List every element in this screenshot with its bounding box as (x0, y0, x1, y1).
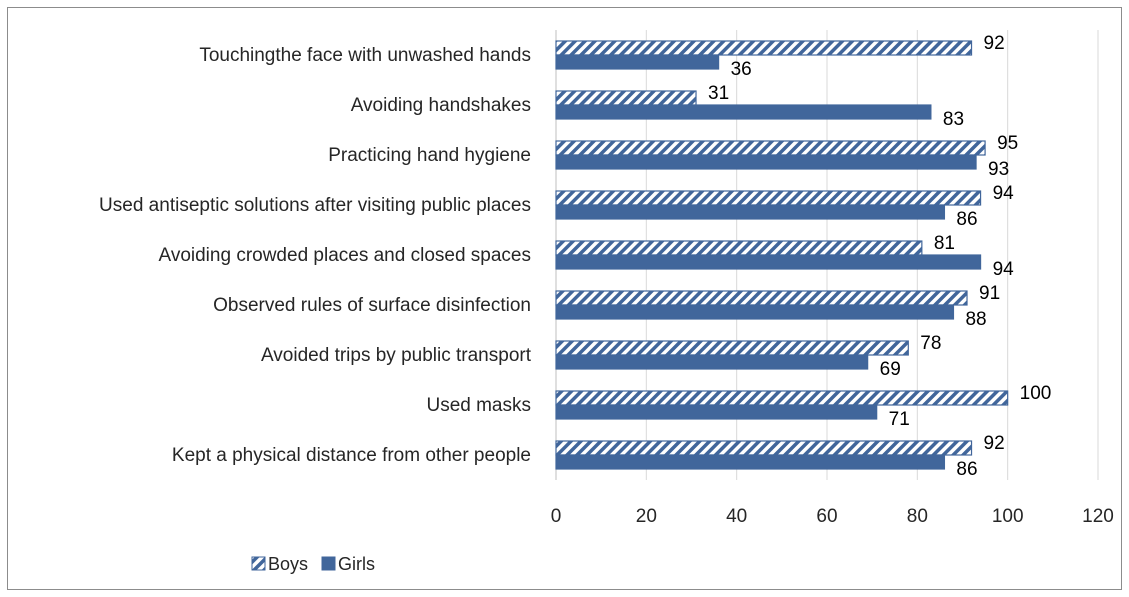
data-label: 83 (943, 109, 964, 130)
bar-boys (555, 390, 1009, 406)
category-label: Avoided trips by public transport (261, 345, 532, 366)
data-label: 91 (979, 283, 1000, 304)
bar-girls (555, 204, 946, 220)
category-label: Avoiding crowded places and closed space… (159, 245, 532, 266)
x-tick-label: 0 (551, 506, 562, 527)
bar-boys (555, 190, 982, 206)
bar-girls (555, 304, 955, 320)
x-tick-label: 20 (636, 506, 657, 527)
category-label: Kept a physical distance from other peop… (172, 445, 531, 466)
bar-boys (555, 40, 973, 56)
x-tick-label: 120 (1082, 506, 1114, 527)
data-label: 71 (889, 409, 910, 430)
legend-label: Boys (268, 554, 308, 574)
category-label: Observed rules of surface disinfection (213, 295, 531, 316)
bar-girls (555, 54, 720, 70)
x-tick-label: 80 (907, 506, 928, 527)
x-tick-label: 40 (726, 506, 747, 527)
bar-girls (555, 104, 932, 120)
data-label: 86 (956, 459, 977, 480)
bar-girls (555, 354, 869, 370)
legend-label: Girls (338, 554, 375, 574)
data-label: 69 (880, 359, 901, 380)
bar-boys (555, 440, 973, 456)
bar-girls (555, 454, 946, 470)
data-label: 93 (988, 159, 1009, 180)
bar-girls (555, 404, 878, 420)
legend: Boys Girls (251, 554, 375, 574)
data-label: 94 (993, 183, 1015, 204)
bar-boys (555, 340, 909, 356)
data-label: 92 (984, 433, 1005, 454)
data-label: 81 (934, 233, 955, 254)
category-label: Avoiding handshakes (351, 95, 531, 116)
category-label: Touchingthe face with unwashed hands (199, 45, 531, 66)
bar-girls (555, 254, 982, 270)
bar-boys (555, 290, 968, 306)
category-label: Used antiseptic solutions after visiting… (99, 195, 531, 216)
data-label: 92 (984, 33, 1005, 54)
labels: Touchingthe face with unwashed hands 92 36… (99, 33, 1051, 480)
data-label: 95 (997, 133, 1018, 154)
legend-swatch (321, 556, 336, 571)
x-tick-label: 60 (816, 506, 837, 527)
bar-boys (555, 90, 697, 106)
category-label: Practicing hand hygiene (328, 145, 531, 166)
x-tick-label: 100 (992, 506, 1024, 527)
bar-boys (555, 240, 923, 256)
bars (555, 40, 1009, 470)
data-label: 86 (956, 209, 977, 230)
legend-swatch (251, 556, 266, 571)
bar-boys (555, 140, 986, 156)
data-label: 78 (920, 333, 941, 354)
data-label: 100 (1020, 383, 1052, 404)
data-label: 94 (993, 259, 1015, 280)
data-label: 31 (708, 83, 729, 104)
category-label: Used masks (426, 395, 531, 416)
data-label: 88 (965, 309, 986, 330)
bar-girls (555, 154, 977, 170)
data-label: 36 (731, 59, 752, 80)
